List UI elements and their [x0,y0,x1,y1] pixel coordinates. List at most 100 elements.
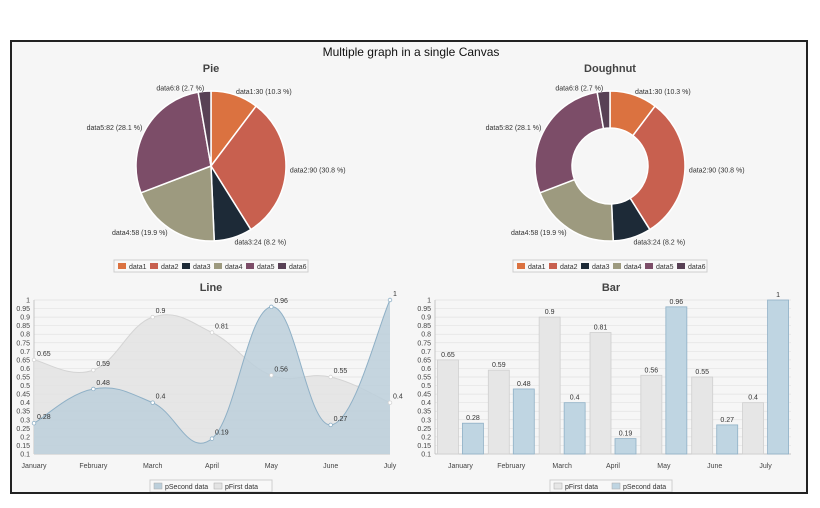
line-chart: Line0.10.150.20.250.30.350.40.450.50.550… [16,282,403,492]
x-tick-label: March [143,463,163,470]
pie-slice-label: data6:8 (2.7 %) [156,85,204,92]
x-tick-label: May [265,463,279,470]
legend-label-data1: data1 [528,264,546,271]
chart-title: Doughnut [584,63,636,75]
data-label: 0.28 [37,414,51,421]
legend-swatch-data1 [517,263,525,269]
bar [487,369,510,455]
doughnut-slice-label: data5:82 (28.1 %) [486,125,542,132]
legend-swatch-data1 [118,263,126,269]
bar-value-label: 0.56 [645,367,659,374]
data-point [31,421,37,426]
data-point [269,304,274,310]
series-line-1 [33,299,391,444]
legend-label-data5: data5 [257,264,275,271]
data-label: 0.19 [215,430,229,437]
legend-swatch-data3 [182,263,190,269]
bar-value-label: 0.81 [594,325,608,332]
data-label: 0.48 [96,380,110,387]
bar-value-label: 0.59 [492,362,506,369]
legend-label-data5: data5 [656,264,674,271]
chart-legend [113,259,309,273]
legend-swatch-data6 [278,263,286,269]
data-point [91,386,96,392]
doughnut-slice-label: data6:8 (2.7 %) [555,85,603,92]
y-tick-label: 0.4 [20,400,30,407]
chart-legend [149,479,273,492]
data-label: 0.55 [334,368,348,375]
y-tick-label: 0.1 [421,452,431,459]
charts-svg: Multiple graph in a single Canvas Pie dat… [16,45,791,492]
y-tick-label: 1 [26,298,30,305]
x-tick-label: May [657,463,671,470]
y-tick-label: 0.2 [421,434,431,441]
bar-value-label: 0.96 [670,299,684,306]
bar [716,424,739,455]
y-tick-label: 0.8 [421,332,431,339]
legend-swatch-data4 [214,263,222,269]
y-tick-label: 0.75 [417,340,431,347]
data-label: 0.59 [96,361,110,368]
legend-swatch-data2 [549,263,557,269]
bar [665,306,688,455]
pie-slice-label: data2:90 (30.8 %) [290,167,346,174]
bar [691,376,714,455]
y-tick-label: 1 [427,298,431,305]
data-label: 0.9 [156,308,166,315]
legend-swatch-data3 [581,263,589,269]
data-label: 0.27 [334,416,348,423]
legend-label: pSecond data [165,484,208,491]
bar-value-label: 0.19 [619,431,633,438]
y-tick-label: 0.55 [417,375,431,382]
data-label: 1 [393,291,397,298]
legend-label-data3: data3 [193,264,211,271]
pie-slice-data2 [210,105,287,231]
legend-swatch [611,482,621,490]
chart-title: Pie [203,63,220,75]
x-tick-label: July [759,463,772,470]
x-tick-label: March [552,463,572,470]
y-tick-label: 0.3 [20,417,30,424]
y-tick-label: 0.25 [417,426,431,433]
bar [462,422,484,455]
y-tick-label: 0.4 [421,400,431,407]
y-tick-label: 0.5 [20,383,30,390]
bar-value-label: 0.48 [517,381,531,388]
pie-slice-data6 [197,90,212,167]
doughnut-slice-data5 [534,91,605,194]
data-label: 0.96 [274,298,288,305]
legend-swatch-data2 [150,263,158,269]
x-tick-label: April [205,463,219,470]
y-tick-label: 0.35 [16,409,30,416]
bar-value-label: 0.65 [441,352,455,359]
data-label: 0.4 [156,394,166,401]
y-tick-label: 0.85 [16,323,30,330]
legend-label: pFirst data [225,484,258,491]
legend-label-data1: data1 [129,264,147,271]
bar-value-label: 0.55 [695,369,709,376]
bar-value-label: 0.4 [570,395,580,402]
chart-legend [549,479,673,492]
doughnut-slice-data2 [629,105,686,231]
x-tick-label: January [22,463,47,470]
chart-title: Line [200,282,223,294]
y-tick-label: 0.85 [417,323,431,330]
y-tick-label: 0.7 [20,349,30,356]
y-tick-label: 0.9 [20,315,30,322]
chart-legend [512,259,708,273]
data-label: 0.4 [393,394,403,401]
legend-label-data2: data2 [560,264,578,271]
doughnut-slice-label: data3:24 (8.2 %) [633,239,685,246]
legend-label: pSecond data [623,484,666,491]
legend-label-data4: data4 [624,264,642,271]
legend-label-data4: data4 [225,264,243,271]
y-tick-label: 0.45 [16,392,30,399]
bar [437,359,459,455]
data-label: 0.56 [274,366,288,373]
y-tick-label: 0.65 [417,357,431,364]
bar [538,316,561,455]
y-tick-label: 0.2 [20,434,30,441]
x-tick-label: July [384,463,397,470]
data-point [387,297,393,303]
bar-value-label: 0.4 [748,395,758,402]
